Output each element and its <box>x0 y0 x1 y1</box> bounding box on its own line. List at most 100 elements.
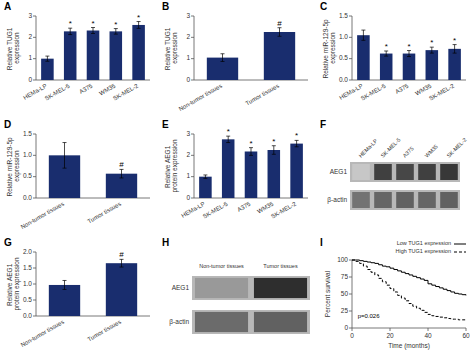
band <box>352 164 370 180</box>
p-value: p=0.026 <box>358 313 381 319</box>
y-tick-label: 0.0 <box>23 194 32 201</box>
column-label: A375 <box>401 145 414 158</box>
y-tick-label: 0.5 <box>339 54 348 61</box>
figure: A 0 1 2 3 Relative TUG1 expression HEMa-LP * SK-… <box>0 0 474 354</box>
panel: D0.00.51.01.5Relative miR-129-5p express… <box>4 119 150 230</box>
x-tick-label: A375 <box>236 200 252 213</box>
x-tick <box>466 328 467 331</box>
y-tick <box>349 311 352 312</box>
x-tick-label: Tumor tissues <box>87 201 122 225</box>
y-axis-label-line: expression <box>171 32 179 64</box>
y-axis-line <box>36 134 37 198</box>
significance-mark: # <box>119 250 124 259</box>
bar <box>199 177 212 198</box>
plot-area <box>352 260 466 320</box>
y-tick <box>191 58 194 59</box>
significance-mark: * <box>137 13 140 22</box>
significance-mark: * <box>69 19 72 28</box>
significance-mark: * <box>249 139 252 148</box>
y-tick-label: 3 <box>28 12 32 19</box>
row-label: AEG1 <box>172 284 190 291</box>
y-tick <box>349 80 352 81</box>
panel-label: H <box>162 237 169 248</box>
column-label: HEMa-LP <box>357 137 378 158</box>
y-tick-label: 0.0 <box>339 76 348 83</box>
significance-mark: # <box>119 160 124 169</box>
survival-line <box>352 260 466 320</box>
panel-label: F <box>320 119 326 130</box>
bar <box>380 54 393 80</box>
error-bar <box>114 29 118 35</box>
y-tick <box>33 198 36 199</box>
y-axis-line <box>36 16 37 80</box>
plot-area <box>49 259 137 316</box>
y-tick-label: 1 <box>186 54 190 61</box>
error-bar <box>361 30 365 40</box>
panel: HNon-tumor tissuesTumor tissuesAEG1β-act… <box>162 237 310 334</box>
y-tick-label: 75 <box>341 273 349 280</box>
y-axis-label-line: expression <box>329 32 337 64</box>
panel: G0.00.51.01.52.0Relative AEG1 protein ex… <box>4 237 150 348</box>
plot-area <box>49 143 137 198</box>
y-tick <box>349 328 352 329</box>
y-tick-label: 50 <box>341 290 349 297</box>
y-tick-label: 0 <box>344 324 348 331</box>
error-bar <box>278 28 282 37</box>
y-axis-label: Relative TUG1 expression <box>164 26 179 70</box>
x-tick-label: Tumor tissues <box>245 83 280 107</box>
y-tick-label: 3 <box>186 130 190 137</box>
legend: Low TUG1 expressionHigh TUG1 expression <box>395 240 466 254</box>
panel: E0123Relative AEG1 protein expressionHEM… <box>162 119 308 220</box>
band <box>440 192 458 208</box>
error-bar <box>137 22 141 29</box>
band <box>374 164 392 180</box>
significance-mark: * <box>227 127 230 136</box>
y-axis-label: Relative TUG1 expression <box>6 26 21 70</box>
y-tick <box>191 16 194 17</box>
error-bar <box>68 28 72 34</box>
band <box>396 164 414 180</box>
y-axis-label: Relative AEG1 protein expression <box>164 139 179 192</box>
y-axis-label-line: protein expression <box>13 257 21 310</box>
blot-strip <box>350 190 460 210</box>
y-tick-label: 1 <box>186 172 190 179</box>
y-tick-label: 100 <box>337 256 348 263</box>
x-tick <box>390 328 391 331</box>
x-tick-label: 0 <box>350 332 354 339</box>
x-tick-label: Non-tumor tissues <box>20 319 65 349</box>
plot-area <box>41 22 145 80</box>
bar <box>222 139 235 198</box>
panel: FHEMa-LPSK-MEL-5A375WM35SK-MEL-2AEG1β-ac… <box>320 119 468 210</box>
band <box>254 312 307 332</box>
y-tick-label: 1.5 <box>23 130 32 137</box>
y-tick <box>33 284 36 285</box>
panel-label: A <box>4 1 11 12</box>
y-tick <box>33 80 36 81</box>
y-tick <box>33 16 36 17</box>
x-tick-label: A375 <box>78 82 94 95</box>
survival-line <box>352 260 466 295</box>
y-tick <box>349 16 352 17</box>
legend-swatch <box>454 252 466 253</box>
x-tick-label: 40 <box>424 332 432 339</box>
y-tick <box>349 277 352 278</box>
y-tick-label: 0.0 <box>23 312 32 319</box>
y-tick-label: 2 <box>28 33 32 40</box>
column-label: SK-MEL-2 <box>445 137 467 159</box>
y-tick-label: 0.5 <box>23 296 32 303</box>
y-axis-label: Percent survival <box>324 270 331 317</box>
legend-label: High TUG1 expression <box>395 248 451 254</box>
bar <box>87 31 100 80</box>
panel-label: D <box>4 119 11 130</box>
y-axis-label: Relative AEG1 protein expression <box>6 257 21 310</box>
y-axis-label-line: Relative TUG1 <box>164 26 171 70</box>
y-tick-label: 3 <box>186 12 190 19</box>
bar <box>290 144 303 198</box>
band <box>418 164 436 180</box>
significance-mark: * <box>91 19 94 28</box>
y-tick <box>349 37 352 38</box>
bar <box>426 50 439 80</box>
error-bar <box>63 280 67 289</box>
band <box>254 278 307 298</box>
band <box>374 192 392 208</box>
